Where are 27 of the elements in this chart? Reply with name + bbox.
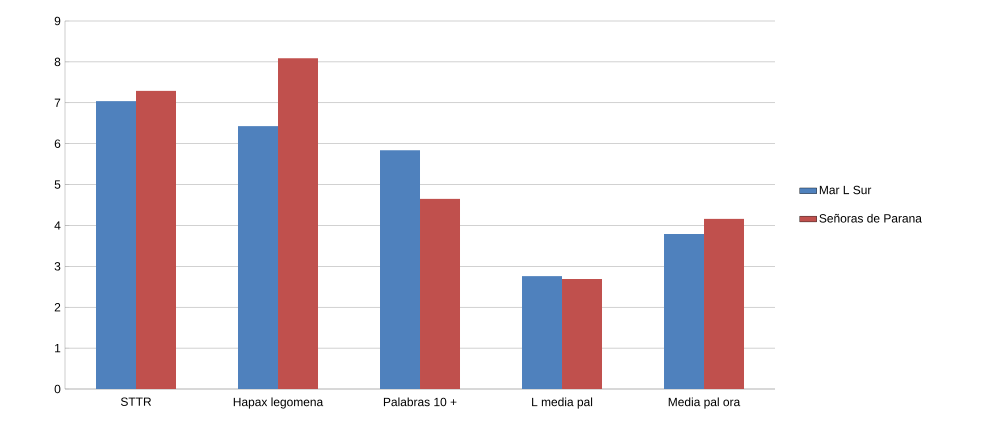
y-tick-label: 0 <box>54 384 60 394</box>
y-tick-label: 5 <box>54 180 60 189</box>
y-tick-label: 1 <box>55 344 60 352</box>
bar <box>522 276 562 389</box>
bar <box>380 150 420 389</box>
x-tick-label: L media pal <box>532 397 592 409</box>
legend-label: Mar L Sur <box>820 186 872 194</box>
x-tick-label: Media pal ora <box>668 397 740 409</box>
x-tick-label: STTR <box>120 397 152 406</box>
bar <box>562 279 602 389</box>
bar <box>664 234 704 389</box>
y-tick-label: 3 <box>54 262 60 271</box>
y-tick-label: 6 <box>54 139 60 148</box>
x-tick-label: Hapax legomena <box>234 397 324 409</box>
bar <box>238 126 278 389</box>
y-tick-label: 7 <box>54 98 60 107</box>
y-tick-label: 2 <box>54 303 60 312</box>
y-tick-label: 4 <box>54 221 60 230</box>
bar <box>96 101 136 389</box>
bar <box>704 218 744 389</box>
x-tick-label: Palabras 10 + <box>384 397 456 406</box>
y-tick-label: 9 <box>54 16 60 26</box>
bar <box>136 90 176 389</box>
y-tick-label: 8 <box>54 58 60 66</box>
bar <box>420 198 460 389</box>
bar <box>278 58 318 389</box>
legend-label: Señoras de Parana <box>819 214 922 223</box>
